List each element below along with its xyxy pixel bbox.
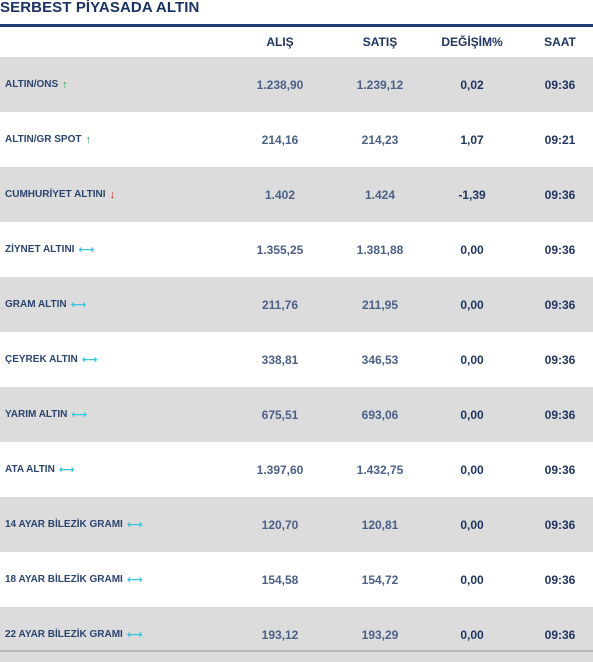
header-satis[interactable]: SATIŞ [362, 35, 398, 49]
satis-value: 1.424 [364, 187, 396, 202]
degisim-value: -1,39 [458, 187, 486, 202]
arrow-horizontal-icon: ⟷ [78, 243, 95, 256]
row-name-cell[interactable]: 22 AYAR BİLEZİK GRAMI ⟷ [5, 607, 235, 662]
header-saat[interactable]: SAAT [544, 35, 576, 49]
row-name-cell[interactable]: GRAM ALTIN ⟷ [5, 277, 235, 332]
alis-value: 1.238,90 [256, 77, 304, 92]
table-row[interactable]: ATA ALTIN ⟷ 1.397,60 1.432,75 0,00 09:36 [0, 442, 593, 497]
alis-value: 211,76 [261, 297, 299, 312]
arrow-down-icon: ↓ [109, 188, 116, 201]
table-row[interactable]: ALTIN/ONS ↑ 1.238,90 1.239,12 0,02 09:36 [0, 57, 593, 112]
gold-price-table: ALTIN/ONS ↑ 1.238,90 1.239,12 0,02 09:36… [0, 57, 593, 662]
row-name-cell[interactable]: 18 AYAR BİLEZİK GRAMI ⟷ [5, 552, 235, 607]
saat-value: 09:36 [544, 627, 576, 642]
table-row[interactable]: 22 AYAR BİLEZİK GRAMI ⟷ 193,12 193,29 0,… [0, 607, 593, 662]
table-row[interactable]: 14 AYAR BİLEZİK GRAMI ⟷ 120,70 120,81 0,… [0, 497, 593, 552]
instrument-name[interactable]: 22 AYAR BİLEZİK GRAMI [5, 629, 123, 640]
satis-value: 1.239,12 [356, 77, 404, 92]
satis-value: 693,06 [361, 407, 399, 422]
degisim-value: 0,00 [460, 572, 484, 587]
table-row[interactable]: ZİYNET ALTINI ⟷ 1.355,25 1.381,88 0,00 0… [0, 222, 593, 277]
alis-value: 1.355,25 [256, 242, 304, 257]
arrow-horizontal-icon: ⟷ [81, 353, 98, 366]
table-row[interactable]: GRAM ALTIN ⟷ 211,76 211,95 0,00 09:36 [0, 277, 593, 332]
row-name-cell[interactable]: ATA ALTIN ⟷ [5, 442, 235, 497]
saat-value: 09:36 [544, 242, 576, 257]
row-name-cell[interactable]: 14 AYAR BİLEZİK GRAMI ⟷ [5, 497, 235, 552]
degisim-value: 0,00 [460, 517, 484, 532]
alis-value: 1.402 [264, 187, 296, 202]
degisim-value: 0,00 [460, 297, 484, 312]
table-row[interactable]: YARIM ALTIN ⟷ 675,51 693,06 0,00 09:36 [0, 387, 593, 442]
row-name-cell[interactable]: ÇEYREK ALTIN ⟷ [5, 332, 235, 387]
saat-value: 09:21 [544, 132, 576, 147]
alis-value: 120,70 [261, 517, 299, 532]
page-title: SERBEST PİYASADA ALTIN [0, 0, 200, 16]
satis-value: 1.432,75 [356, 462, 404, 477]
degisim-value: 0,00 [460, 462, 484, 477]
satis-value: 154,72 [361, 572, 399, 587]
instrument-name[interactable]: ALTIN/GR SPOT [5, 134, 82, 145]
row-name-cell[interactable]: CUMHURİYET ALTINI ↓ [5, 167, 235, 222]
saat-value: 09:36 [544, 407, 576, 422]
header-alis[interactable]: ALIŞ [266, 35, 294, 49]
degisim-value: 0,02 [460, 77, 484, 92]
arrow-up-icon: ↑ [85, 133, 91, 146]
degisim-value: 0,00 [460, 242, 484, 257]
satis-value: 346,53 [361, 352, 399, 367]
table-row[interactable]: ALTIN/GR SPOT ↑ 214,16 214,23 1,07 09:21 [0, 112, 593, 167]
alis-value: 1.397,60 [256, 462, 304, 477]
instrument-name[interactable]: 18 AYAR BİLEZİK GRAMI [5, 574, 123, 585]
arrow-up-icon: ↑ [62, 78, 68, 91]
saat-value: 09:36 [544, 572, 576, 587]
arrow-horizontal-icon: ⟷ [71, 408, 88, 421]
alis-value: 193,12 [261, 627, 299, 642]
satis-value: 120,81 [361, 517, 399, 532]
header-degisim[interactable]: DEĞİŞİM% [441, 35, 503, 49]
table-row[interactable]: ÇEYREK ALTIN ⟷ 338,81 346,53 0,00 09:36 [0, 332, 593, 387]
saat-value: 09:36 [544, 517, 576, 532]
alis-value: 214,16 [261, 132, 299, 147]
instrument-name[interactable]: ATA ALTIN [5, 464, 55, 475]
alis-value: 338,81 [261, 352, 299, 367]
degisim-value: 0,00 [460, 627, 484, 642]
instrument-name[interactable]: ZİYNET ALTINI [5, 244, 75, 255]
row-name-cell[interactable]: ALTIN/ONS ↑ [5, 57, 235, 112]
instrument-name[interactable]: 14 AYAR BİLEZİK GRAMI [5, 519, 123, 530]
row-name-cell[interactable]: ALTIN/GR SPOT ↑ [5, 112, 235, 167]
title-divider [0, 24, 593, 27]
instrument-name[interactable]: ÇEYREK ALTIN [5, 354, 78, 365]
saat-value: 09:36 [544, 352, 576, 367]
satis-value: 214,23 [361, 132, 399, 147]
arrow-horizontal-icon: ⟷ [126, 573, 143, 586]
alis-value: 154,58 [261, 572, 299, 587]
instrument-name[interactable]: CUMHURİYET ALTINI [5, 189, 106, 200]
saat-value: 09:36 [544, 187, 576, 202]
instrument-name[interactable]: GRAM ALTIN [5, 299, 67, 310]
alis-value: 675,51 [261, 407, 299, 422]
arrow-horizontal-icon: ⟷ [58, 463, 75, 476]
degisim-value: 0,00 [460, 407, 484, 422]
row-name-cell[interactable]: ZİYNET ALTINI ⟷ [5, 222, 235, 277]
saat-value: 09:36 [544, 297, 576, 312]
arrow-horizontal-icon: ⟷ [126, 628, 143, 641]
instrument-name[interactable]: ALTIN/ONS [5, 79, 59, 90]
row-name-cell[interactable]: YARIM ALTIN ⟷ [5, 387, 235, 442]
satis-value: 1.381,88 [356, 242, 404, 257]
arrow-horizontal-icon: ⟷ [70, 298, 87, 311]
saat-value: 09:36 [544, 77, 576, 92]
instrument-name[interactable]: YARIM ALTIN [5, 409, 68, 420]
degisim-value: 0,00 [460, 352, 484, 367]
table-row[interactable]: CUMHURİYET ALTINI ↓ 1.402 1.424 -1,39 09… [0, 167, 593, 222]
degisim-value: 1,07 [460, 132, 484, 147]
satis-value: 193,29 [361, 627, 399, 642]
table-bottom-divider [0, 650, 593, 652]
table-header: ALIŞ SATIŞ DEĞİŞİM% SAAT [0, 27, 593, 57]
satis-value: 211,95 [361, 297, 399, 312]
saat-value: 09:36 [544, 462, 576, 477]
table-row[interactable]: 18 AYAR BİLEZİK GRAMI ⟷ 154,58 154,72 0,… [0, 552, 593, 607]
arrow-horizontal-icon: ⟷ [126, 518, 143, 531]
